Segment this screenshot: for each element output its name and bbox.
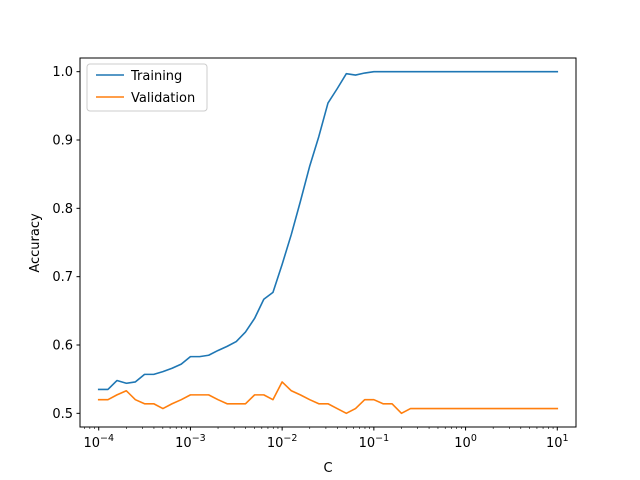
x-tick-label-1: 10−3 [175,433,206,451]
x-tick-label-5: 101 [546,433,569,451]
plot-area [97,70,559,415]
y-tick-label-0: 0.5 [52,407,73,422]
legend-label-training: Training [130,69,182,84]
x-axis-ticks: 10−4 10−3 10−2 10−1 100 101 [83,427,569,451]
y-axis-ticks: 0.5 0.6 0.7 0.8 0.9 1.0 [52,65,80,422]
axes-frame [79,57,577,428]
x-tick-label-0: 10−4 [83,433,114,451]
x-axis-label: C [323,461,332,476]
y-tick-label-3: 0.8 [52,202,73,217]
y-axis-label: Accuracy [28,213,43,273]
x-tick-label-2: 10−2 [267,433,298,451]
legend-label-validation: Validation [131,91,195,106]
legend: Training Validation [86,63,208,112]
y-tick-label-4: 0.9 [52,134,73,149]
series-line-training [97,70,559,391]
y-tick-label-5: 1.0 [52,65,73,80]
y-tick-label-2: 0.7 [52,270,73,285]
series-line-validation [97,381,559,415]
x-tick-label-4: 100 [454,433,477,451]
y-tick-label-1: 0.6 [52,339,73,354]
x-tick-label-3: 10−1 [359,433,390,451]
